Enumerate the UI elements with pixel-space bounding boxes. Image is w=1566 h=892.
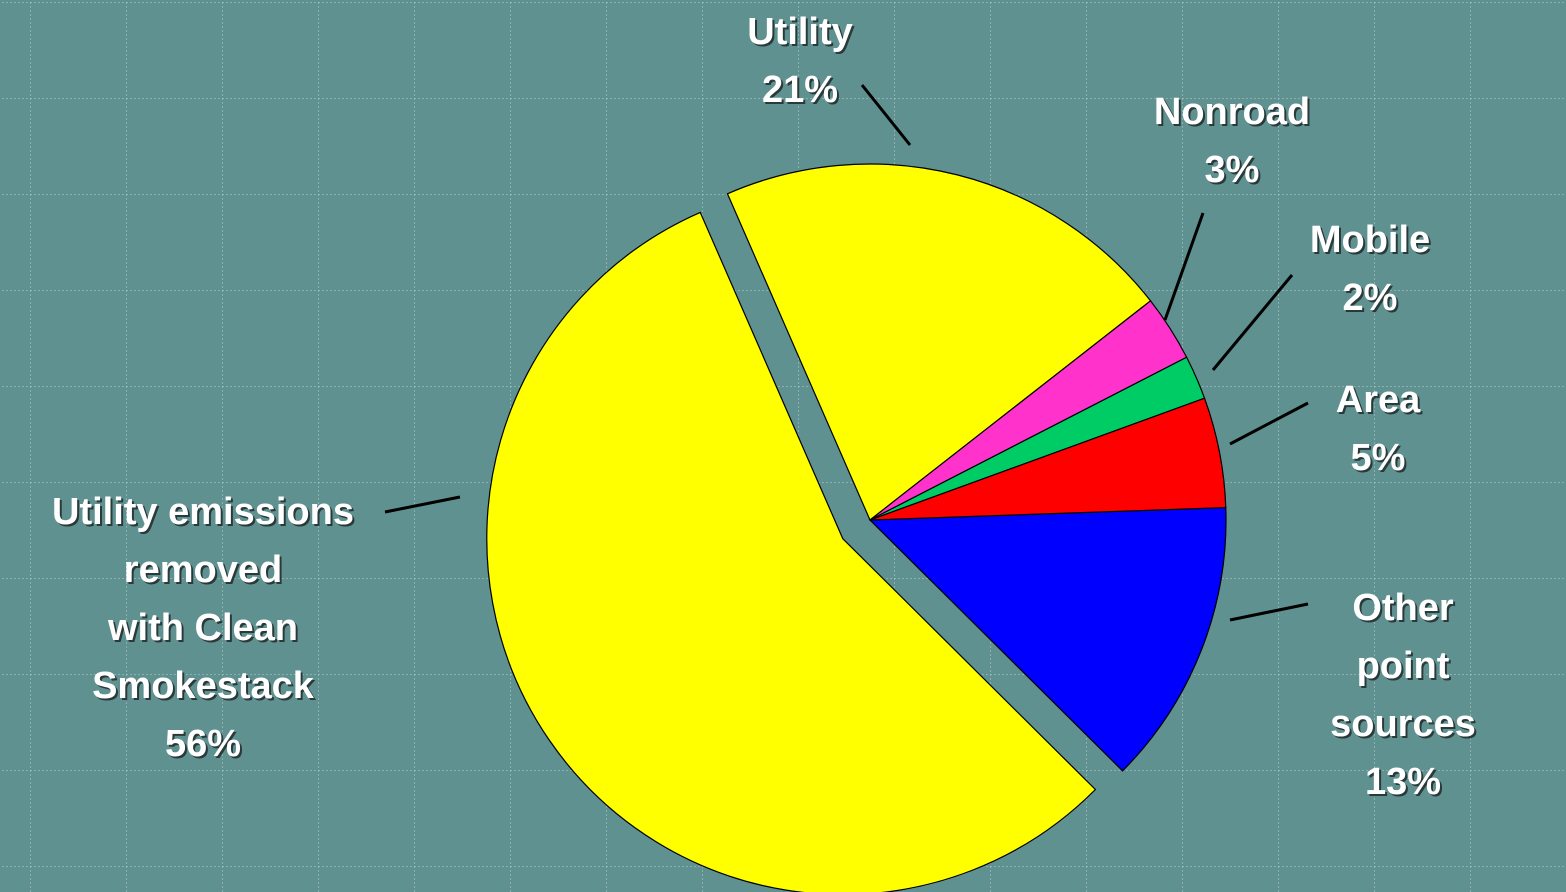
- leader-line: [1211, 274, 1294, 371]
- pie-slice: [869, 397, 1227, 521]
- leader-line: [384, 495, 461, 514]
- slice-label: Utility 21%: [747, 3, 853, 119]
- leader-line: [860, 84, 912, 146]
- slice-name: Nonroad: [1153, 91, 1311, 133]
- slice-name: Utility emissions removed with Clean Smo…: [52, 491, 354, 707]
- slice-name: Area: [1335, 379, 1421, 421]
- leader-line: [1229, 602, 1309, 622]
- slice-label: Area 5%: [1336, 371, 1421, 487]
- pie-slice: [726, 163, 1152, 521]
- slice-label: Nonroad 3%: [1154, 83, 1310, 199]
- slice-label: Mobile 2%: [1310, 211, 1430, 327]
- leader-line: [1163, 212, 1205, 321]
- slice-name: Mobile: [1309, 219, 1431, 261]
- slice-percent: 21%: [761, 69, 839, 111]
- slice-percent: 56%: [164, 723, 242, 765]
- pie-slice: [868, 506, 1227, 772]
- pie-slice: [486, 211, 1097, 892]
- slice-label: Utility emissions removed with Clean Smo…: [52, 483, 354, 773]
- slice-name: Other point sources: [1330, 587, 1476, 745]
- slice-label: Other point sources 13%: [1322, 579, 1485, 811]
- slice-percent: 3%: [1204, 149, 1260, 191]
- leader-line: [1229, 401, 1309, 446]
- slice-percent: 5%: [1350, 437, 1406, 479]
- slice-percent: 13%: [1364, 761, 1442, 803]
- slice-percent: 2%: [1342, 277, 1398, 319]
- slice-name: Utility: [747, 11, 853, 53]
